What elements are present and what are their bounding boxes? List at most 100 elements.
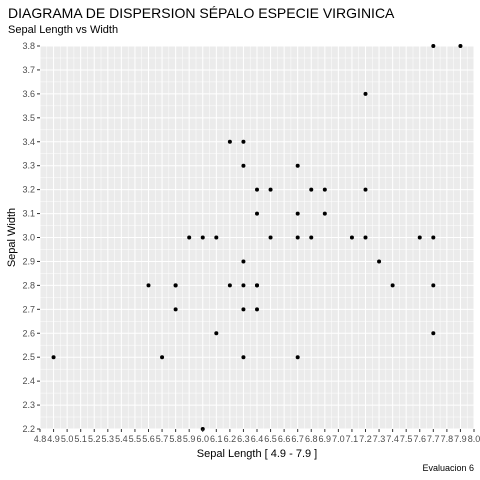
x-tick-label: 6.4 xyxy=(251,434,264,444)
y-axis-title: Sepal Width xyxy=(6,208,18,267)
data-point xyxy=(255,211,259,216)
x-tick-label: 6.5 xyxy=(264,434,277,444)
y-tick-label: 3.7 xyxy=(22,65,35,75)
x-tick-label: 5.7 xyxy=(156,434,169,444)
x-tick-label: 6.8 xyxy=(305,434,318,444)
x-tick-label: 5.4 xyxy=(115,434,128,444)
y-axis: 2.2 2.3 2.4 2.5 2.6 2.7 2.8 2.9 3.0 3.1 3.2 3.3 3.4 3… xyxy=(22,41,40,434)
data-point xyxy=(431,331,436,336)
y-tick-label: 2.6 xyxy=(22,328,35,338)
data-point xyxy=(309,235,314,240)
x-tick-label: 7.4 xyxy=(386,434,399,444)
data-point xyxy=(214,235,219,240)
x-tick-label: 6.2 xyxy=(224,434,237,444)
data-point xyxy=(431,44,436,48)
x-axis-title: Sepal Length [ 4.9 - 7.9 ] xyxy=(197,448,317,460)
data-point xyxy=(173,283,178,288)
y-tick-label: 3.1 xyxy=(22,209,35,219)
x-axis: 4.8 4.9 5.0 5.1 5.2 5.3 5.4 5.5 5.6 5.7 5.8 5.9 6.0 6… xyxy=(34,429,480,444)
chart-title: DIAGRAMA DE DISPERSION SÉPALO ESPECIE VI… xyxy=(8,5,395,21)
data-point xyxy=(295,235,300,240)
y-tick-label: 3.8 xyxy=(22,41,35,51)
x-tick-label: 6.1 xyxy=(210,434,223,444)
x-tick-label: 7.8 xyxy=(441,434,454,444)
x-tick-label: 4.8 xyxy=(34,434,47,444)
x-tick-label: 6.3 xyxy=(237,434,250,444)
y-tick-label: 2.7 xyxy=(22,304,35,314)
x-tick-label: 6.7 xyxy=(291,434,304,444)
data-point xyxy=(349,235,354,240)
data-point xyxy=(241,355,246,360)
y-tick-label: 3.3 xyxy=(22,161,35,171)
x-tick-label: 7.9 xyxy=(454,434,467,444)
data-point xyxy=(377,259,382,264)
data-point xyxy=(200,235,205,240)
x-tick-label: 7.3 xyxy=(373,434,386,444)
data-point xyxy=(255,187,259,192)
data-point xyxy=(227,139,232,144)
y-tick-label: 2.5 xyxy=(22,352,35,362)
data-point xyxy=(431,283,436,288)
x-tick-label: 7.6 xyxy=(413,434,426,444)
x-tick-label: 4.9 xyxy=(47,434,60,444)
y-tick-label: 3.0 xyxy=(22,233,35,243)
y-tick-label: 2.9 xyxy=(22,256,35,266)
y-tick-label: 3.6 xyxy=(22,89,35,99)
data-point xyxy=(268,187,273,192)
data-point xyxy=(51,355,56,360)
data-point xyxy=(309,187,314,192)
data-point xyxy=(173,307,178,312)
data-point xyxy=(268,235,273,240)
data-point xyxy=(363,187,368,192)
data-point xyxy=(363,91,368,96)
data-point xyxy=(295,163,300,168)
x-tick-label: 5.1 xyxy=(74,434,87,444)
x-tick-label: 5.3 xyxy=(102,434,115,444)
data-point xyxy=(227,283,232,288)
data-point xyxy=(146,283,151,288)
x-tick-label: 7.5 xyxy=(400,434,413,444)
data-point xyxy=(295,211,300,216)
x-tick-label: 5.2 xyxy=(88,434,101,444)
data-point xyxy=(417,235,422,240)
y-tick-label: 3.2 xyxy=(22,185,35,195)
chart-subtitle: Sepal Length vs Width xyxy=(8,24,119,36)
data-point xyxy=(458,44,463,48)
data-point xyxy=(214,331,219,336)
grid-lines xyxy=(39,45,475,430)
data-points xyxy=(51,44,463,431)
data-point xyxy=(363,235,368,240)
data-point xyxy=(295,355,300,360)
data-point xyxy=(241,283,246,288)
y-tick-label: 2.4 xyxy=(22,376,35,386)
x-tick-label: 5.5 xyxy=(129,434,142,444)
x-tick-label: 7.0 xyxy=(332,434,345,444)
x-tick-label: 8.0 xyxy=(468,434,480,444)
x-tick-label: 7.7 xyxy=(427,434,440,444)
data-point xyxy=(255,283,259,288)
x-tick-label: 7.2 xyxy=(359,434,372,444)
data-point xyxy=(431,235,436,240)
data-point xyxy=(322,211,327,216)
data-point xyxy=(241,259,246,264)
x-tick-label: 7.1 xyxy=(346,434,359,444)
x-tick-label: 6.9 xyxy=(319,434,332,444)
data-point xyxy=(322,187,327,192)
y-tick-label: 2.2 xyxy=(22,424,35,434)
x-tick-label: 5.9 xyxy=(183,434,196,444)
y-tick-label: 3.5 xyxy=(22,113,35,123)
data-point xyxy=(255,307,259,312)
data-point xyxy=(241,139,246,144)
x-tick-label: 5.0 xyxy=(61,434,74,444)
x-tick-label: 5.6 xyxy=(142,434,155,444)
y-tick-label: 3.4 xyxy=(22,137,35,147)
y-tick-label: 2.8 xyxy=(22,280,35,290)
y-tick-label: 2.3 xyxy=(22,400,35,410)
data-point xyxy=(241,307,246,312)
x-tick-label: 5.8 xyxy=(169,434,182,444)
chart-caption: Evaluacion 6 xyxy=(422,463,474,473)
data-point xyxy=(187,235,192,240)
data-point xyxy=(390,283,395,288)
x-tick-label: 6.6 xyxy=(278,434,291,444)
